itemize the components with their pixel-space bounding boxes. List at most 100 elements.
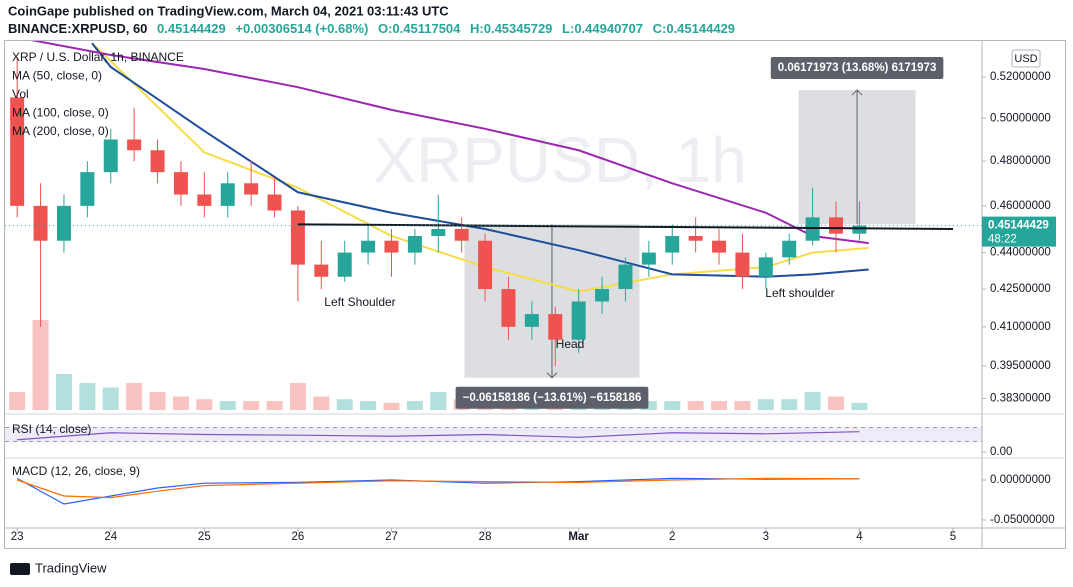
volume-bar	[383, 402, 400, 410]
candle-body	[407, 236, 422, 253]
macd-label: MACD (12, 26, close, 9)	[12, 464, 140, 478]
legend-entry: Vol	[12, 87, 29, 101]
volume-bar	[430, 392, 447, 410]
currency-box	[1011, 49, 1041, 68]
y-tick-label: 0.50000000	[990, 112, 1051, 124]
rsi-line	[17, 431, 860, 441]
candle-body	[361, 240, 376, 253]
volume-bar	[828, 396, 845, 410]
candle-body	[337, 252, 352, 277]
volume-bar	[406, 401, 423, 410]
measure-arrow-head	[546, 372, 558, 379]
candle-body	[197, 194, 212, 206]
countdown: 48:22	[988, 234, 1017, 246]
measure-arrow-head	[851, 89, 863, 96]
open: O:0.45117504	[378, 21, 461, 36]
x-tick-label: 26	[292, 531, 305, 543]
moving-average	[31, 41, 869, 245]
price: 0.45144429	[157, 21, 226, 36]
candle-body	[290, 210, 305, 265]
volume-bar	[734, 401, 751, 410]
candle-body	[524, 314, 539, 327]
legend-entry: MA (100, close, 0)	[12, 106, 109, 120]
x-tick-label: 28	[479, 531, 492, 543]
overlay: 0.52000000 0.50000000 0.48000000 0.46000000…	[5, 50, 1056, 543]
candle-body	[688, 236, 703, 241]
y-tick-label: 0.42500000	[990, 283, 1051, 295]
x-tick-label: 23	[11, 531, 24, 543]
symbol: BINANCE:XRPUSD, 60	[8, 21, 147, 36]
volume-bar	[172, 396, 189, 410]
candle-body	[805, 217, 820, 241]
footer: TradingView	[35, 560, 107, 575]
volume-bar	[711, 401, 728, 410]
candle-body	[501, 289, 516, 327]
candle-body	[618, 264, 633, 290]
candle-body	[665, 236, 680, 253]
volume-bar	[687, 401, 704, 410]
candle-body	[103, 139, 118, 173]
legend-entry: XRP / U.S. Dollar, 1h, BINANCE	[12, 50, 184, 64]
candle-body	[244, 183, 259, 195]
volume-bar	[781, 399, 798, 410]
x-tick-label: 3	[763, 531, 769, 543]
volume-bar	[336, 399, 353, 410]
macd-tick-label: 0.00000000	[990, 474, 1051, 486]
volume-bar	[313, 396, 330, 410]
volume-bar	[126, 383, 143, 410]
volume-bar	[289, 383, 306, 410]
x-tick-label: 27	[385, 531, 398, 543]
candle-body	[127, 139, 142, 151]
measure-label-box	[770, 57, 944, 80]
x-tick-label: 5	[950, 531, 956, 543]
volume-bar	[664, 401, 681, 410]
volume-bar	[196, 399, 213, 410]
candle-body	[735, 252, 750, 277]
candle-body	[548, 314, 563, 340]
volume-bar	[851, 402, 868, 410]
candle-body	[314, 264, 329, 277]
symbol-line: BINANCE:XRPUSD, 60 0.45144429 +0.0030651…	[8, 21, 735, 36]
candle-body	[641, 252, 656, 265]
y-tick-label: 0.44000000	[990, 247, 1051, 259]
neckline	[297, 223, 953, 230]
x-tick-label: 4	[856, 531, 863, 543]
y-tick-label: 0.38300000	[990, 392, 1051, 404]
candle-body	[571, 301, 586, 340]
candle-body	[454, 228, 469, 241]
candle-body	[267, 194, 282, 211]
candle-body	[173, 172, 188, 195]
change: +0.00306514 (+0.68%)	[235, 21, 368, 36]
x-tick-label: 24	[104, 531, 117, 543]
volume-bar	[757, 399, 774, 410]
volume-bar	[804, 392, 821, 410]
candle-body	[431, 228, 446, 237]
last-price-box	[982, 216, 1056, 247]
legend-entry: MA (200, close, 0)	[12, 124, 109, 138]
volume-bar	[243, 401, 260, 410]
candle-body	[56, 205, 71, 241]
legend-entry: MA (50, close, 0)	[12, 69, 102, 83]
candle-body	[220, 183, 235, 206]
x-tick-label: 25	[198, 531, 211, 543]
candle-body	[478, 240, 493, 290]
volume-bar	[79, 383, 96, 410]
volume-bar	[640, 401, 657, 410]
last-price-label: 0.45144429	[988, 220, 1049, 232]
candle-body	[782, 240, 797, 258]
rsi-label: RSI (14, close)	[12, 422, 91, 436]
y-tick-label: 0.48000000	[990, 155, 1051, 167]
watermark: XRPUSD, 1h	[373, 124, 746, 196]
y-tick-label: 0.46000000	[990, 200, 1051, 212]
volume-bar	[9, 392, 26, 410]
measure-label: 0.06171973 (13.68%) 6171973	[778, 62, 937, 74]
candle-body	[712, 240, 727, 253]
price-pane	[5, 41, 982, 410]
measure-label-box	[455, 386, 649, 409]
annotation: Left shoulder	[765, 286, 834, 300]
candle-body	[80, 172, 95, 206]
annotation: Left Shoulder	[324, 295, 395, 309]
measure-label: −0.06158186 (−13.61%) −6158186	[463, 392, 642, 404]
close: C:0.45144429	[653, 21, 735, 36]
